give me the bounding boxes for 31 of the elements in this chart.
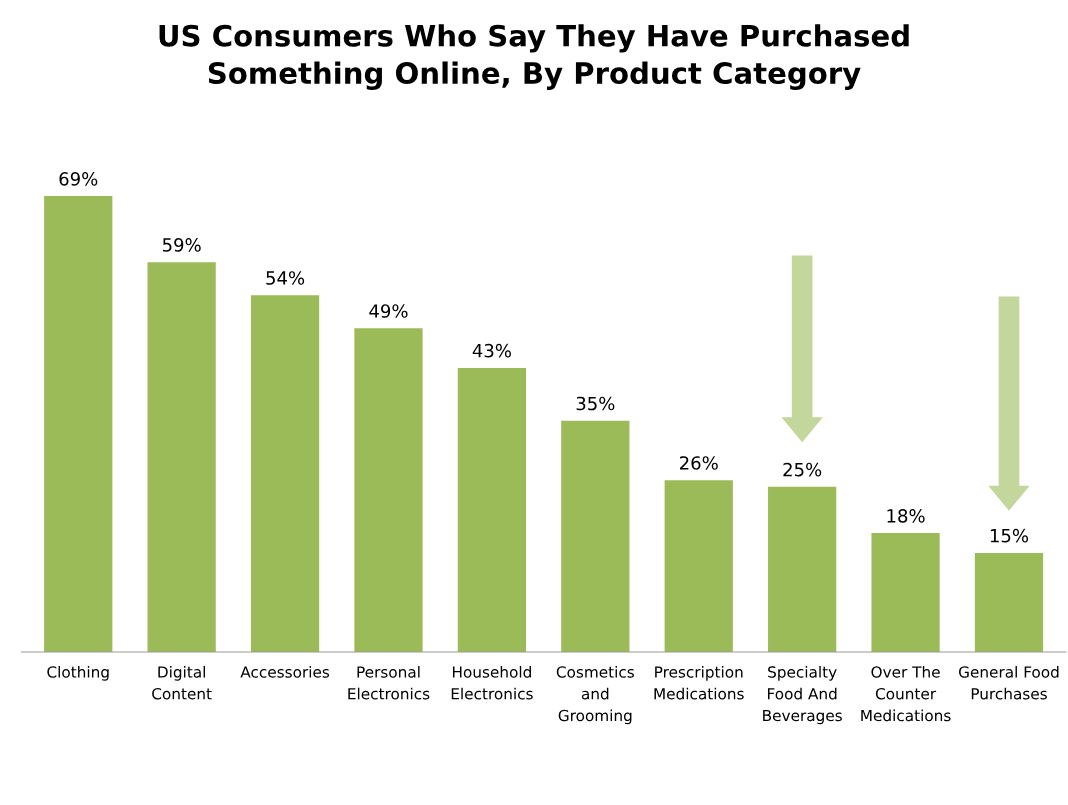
data-label: 35% — [576, 396, 615, 411]
x-tick-label: Over The Counter Medications — [861, 665, 951, 722]
x-tick-label: Clothing — [47, 665, 109, 681]
bar — [664, 480, 733, 653]
chart-title: US Consumers Who Say They Have Purchased Something Online, By Product Category — [159, 24, 909, 90]
bar — [457, 367, 527, 653]
bar — [974, 552, 1044, 653]
x-tick-label: General Food Purchases — [959, 665, 1059, 700]
data-label: 69% — [59, 172, 98, 186]
x-tick-label: Prescription Medications — [654, 665, 744, 700]
x-tick-label: Specialty Food And Beverages — [763, 665, 842, 725]
bar — [768, 486, 837, 653]
bar — [250, 295, 320, 653]
bar — [871, 533, 940, 653]
data-label: 43% — [472, 343, 511, 358]
data-label: 26% — [679, 456, 718, 470]
x-tick-label: Personal Electronics — [348, 665, 430, 700]
data-label: 49% — [369, 304, 408, 318]
x-tick-label: Accessories — [240, 665, 330, 678]
bar — [561, 420, 630, 653]
data-label: 59% — [162, 238, 201, 252]
x-tick-label: Digital Content — [152, 665, 212, 700]
bar — [354, 328, 423, 653]
x-tick-label: Cosmetics and Grooming — [556, 665, 634, 725]
data-label: 18% — [887, 509, 925, 523]
data-label: 25% — [783, 462, 822, 477]
bar — [44, 196, 113, 653]
x-tick-label: Household Electronics — [451, 665, 533, 700]
data-label: 15% — [990, 528, 1029, 543]
bar — [147, 262, 216, 653]
data-label: 54% — [266, 271, 305, 285]
